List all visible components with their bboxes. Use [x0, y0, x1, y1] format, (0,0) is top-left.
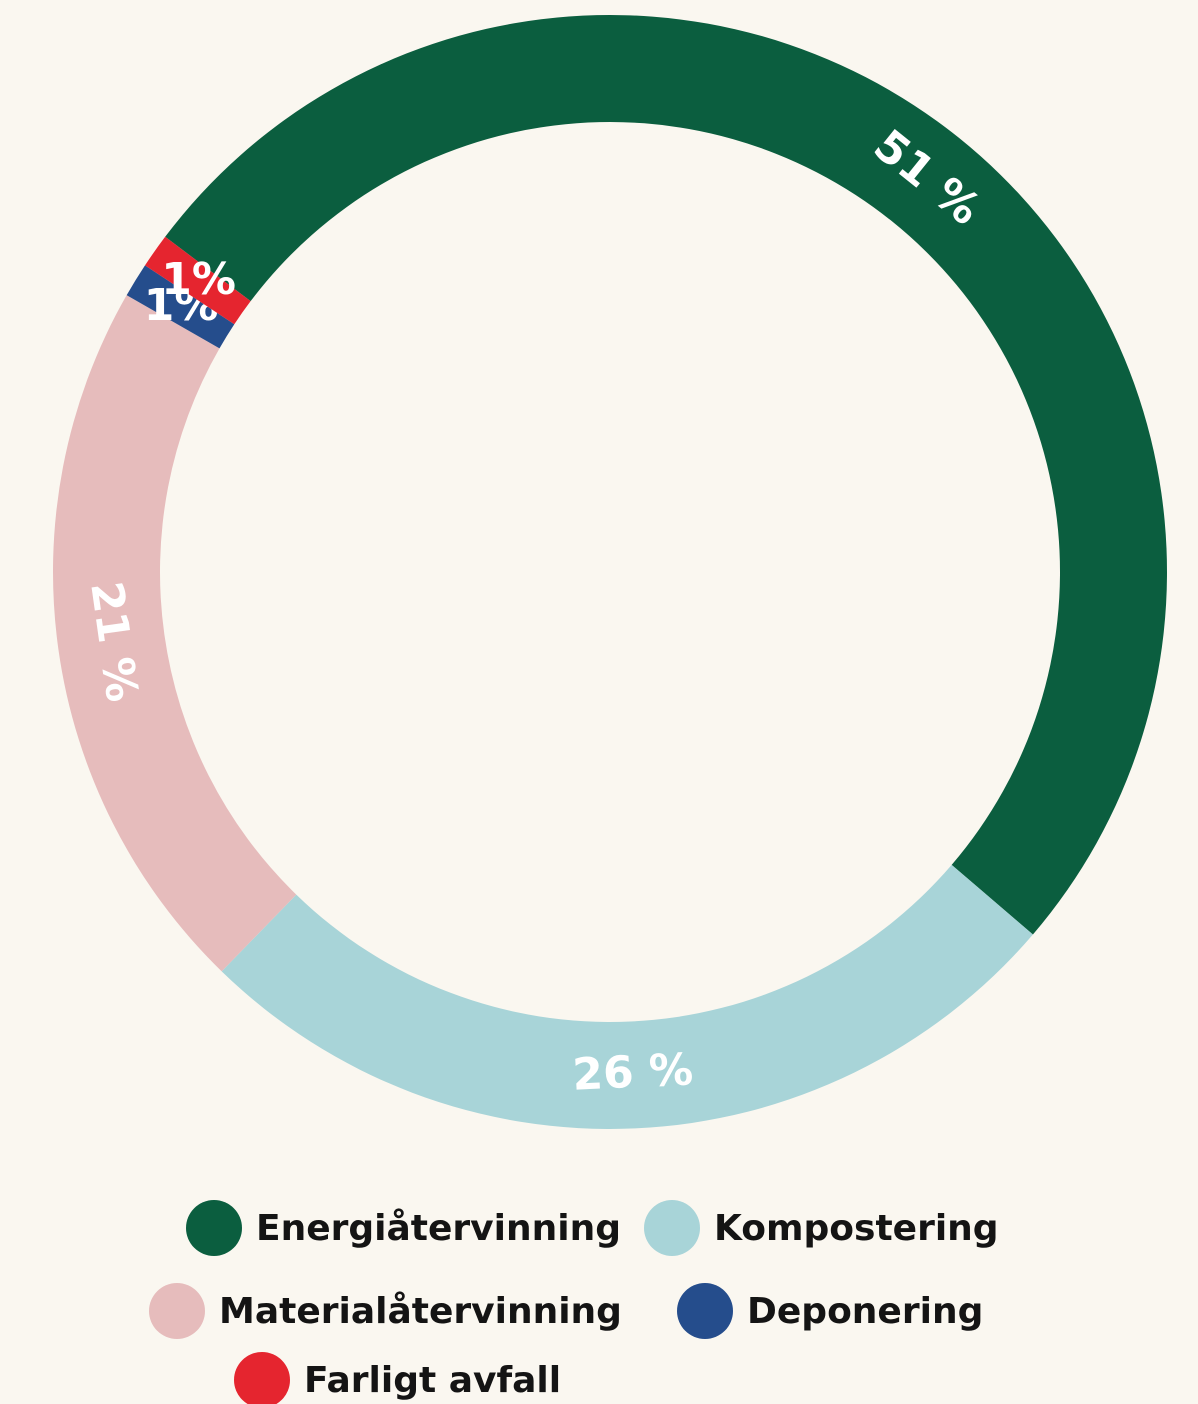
donut-segment	[165, 15, 1167, 935]
legend-label: Kompostering	[714, 1208, 999, 1249]
legend-swatch	[186, 1200, 242, 1256]
legend-label: Materialåtervinning	[219, 1291, 622, 1332]
donut-segment	[126, 265, 235, 349]
legend-label: Energiåtervinning	[256, 1208, 621, 1249]
legend-swatch	[644, 1200, 700, 1256]
donut-segment	[221, 864, 1033, 1129]
legend-label: Deponering	[747, 1291, 983, 1332]
donut-segment	[52, 295, 297, 972]
legend-label: Farligt avfall	[304, 1360, 561, 1401]
segment-label: 1%	[161, 254, 236, 305]
legend-swatch	[149, 1283, 205, 1339]
donut-segment	[144, 236, 251, 325]
legend-swatch	[234, 1352, 290, 1404]
segment-label: 26 %	[571, 1044, 694, 1100]
legend-swatch	[677, 1283, 733, 1339]
